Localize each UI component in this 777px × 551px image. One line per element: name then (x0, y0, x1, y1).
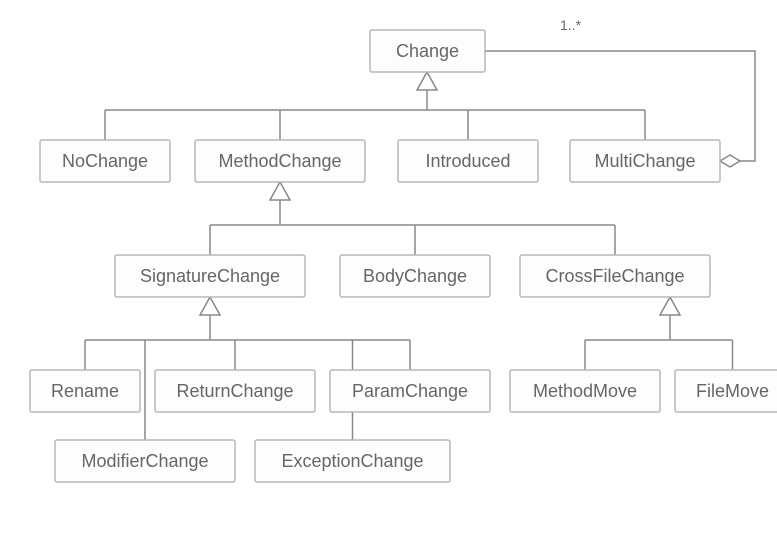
aggregation-diamond (720, 155, 740, 167)
class-label: SignatureChange (140, 266, 280, 286)
class-node-returnchange: ReturnChange (155, 370, 315, 412)
class-node-bodychange: BodyChange (340, 255, 490, 297)
class-node-modifierchange: ModifierChange (55, 440, 235, 482)
generalization-arrowhead (660, 297, 680, 315)
class-node-rename: Rename (30, 370, 140, 412)
class-label: Introduced (425, 151, 510, 171)
class-label: MethodMove (533, 381, 637, 401)
class-node-methodchange: MethodChange (195, 140, 365, 182)
class-label: BodyChange (363, 266, 467, 286)
class-label: ParamChange (352, 381, 468, 401)
class-node-filemove: FileMove (675, 370, 777, 412)
class-label: FileMove (696, 381, 769, 401)
class-label: NoChange (62, 151, 148, 171)
class-label: CrossFileChange (545, 266, 684, 286)
class-node-signaturechange: SignatureChange (115, 255, 305, 297)
class-label: Rename (51, 381, 119, 401)
class-node-paramchange: ParamChange (330, 370, 490, 412)
class-node-introduced: Introduced (398, 140, 538, 182)
uml-diagram: 1..* Change NoChange MethodChange Introduced… (0, 0, 777, 551)
nodes-layer: Change NoChange MethodChange Introduced Mult… (30, 30, 777, 482)
generalization-arrowhead (200, 297, 220, 315)
class-node-crossfilechange: CrossFileChange (520, 255, 710, 297)
class-node-nochange: NoChange (40, 140, 170, 182)
class-node-multichange: MultiChange (570, 140, 720, 182)
class-node-methodmove: MethodMove (510, 370, 660, 412)
generalization-arrowhead (270, 182, 290, 200)
class-label: MethodChange (218, 151, 341, 171)
aggregation-multiplicity: 1..* (560, 17, 582, 33)
class-label: Change (396, 41, 459, 61)
class-label: MultiChange (594, 151, 695, 171)
class-label: ReturnChange (176, 381, 293, 401)
class-node-exceptionchange: ExceptionChange (255, 440, 450, 482)
generalization-arrowhead (417, 72, 437, 90)
class-node-change: Change (370, 30, 485, 72)
class-label: ModifierChange (81, 451, 208, 471)
class-label: ExceptionChange (281, 451, 423, 471)
